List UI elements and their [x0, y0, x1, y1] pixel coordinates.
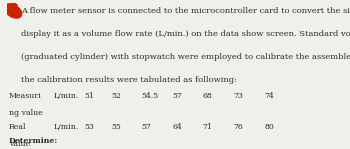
Text: 51: 51	[84, 92, 94, 100]
Text: 55: 55	[112, 123, 121, 131]
Text: L/min.: L/min.	[54, 92, 79, 100]
Text: Measuri: Measuri	[9, 92, 42, 100]
Text: 57: 57	[172, 92, 182, 100]
Text: 53: 53	[84, 123, 94, 131]
Text: L/min.: L/min.	[54, 123, 79, 131]
Text: 74: 74	[264, 92, 274, 100]
Text: 68: 68	[202, 92, 212, 100]
Ellipse shape	[4, 4, 17, 14]
Text: 57: 57	[141, 123, 151, 131]
Text: 71: 71	[202, 123, 212, 131]
Text: Determine:: Determine:	[9, 136, 58, 145]
Text: (graduated cylinder) with stopwatch were employed to calibrate the assemble syst: (graduated cylinder) with stopwatch were…	[21, 53, 350, 61]
Text: the calibration results were tabulated as following:: the calibration results were tabulated a…	[21, 76, 237, 84]
Text: 52: 52	[112, 92, 121, 100]
Text: 73: 73	[233, 92, 243, 100]
Text: 54.5: 54.5	[141, 92, 158, 100]
Text: Real: Real	[9, 123, 26, 131]
Text: 80: 80	[264, 123, 274, 131]
Text: ng value: ng value	[9, 109, 43, 117]
Text: 64: 64	[172, 123, 182, 131]
Text: value: value	[9, 140, 30, 148]
Text: 76: 76	[233, 123, 243, 131]
Ellipse shape	[5, 4, 22, 18]
Text: display it as a volume flow rate (L/min.) on the data show screen. Standard volu: display it as a volume flow rate (L/min.…	[21, 30, 350, 38]
Text: A flow meter sensor is connected to the microcontroller card to convert the sign: A flow meter sensor is connected to the …	[21, 7, 350, 15]
